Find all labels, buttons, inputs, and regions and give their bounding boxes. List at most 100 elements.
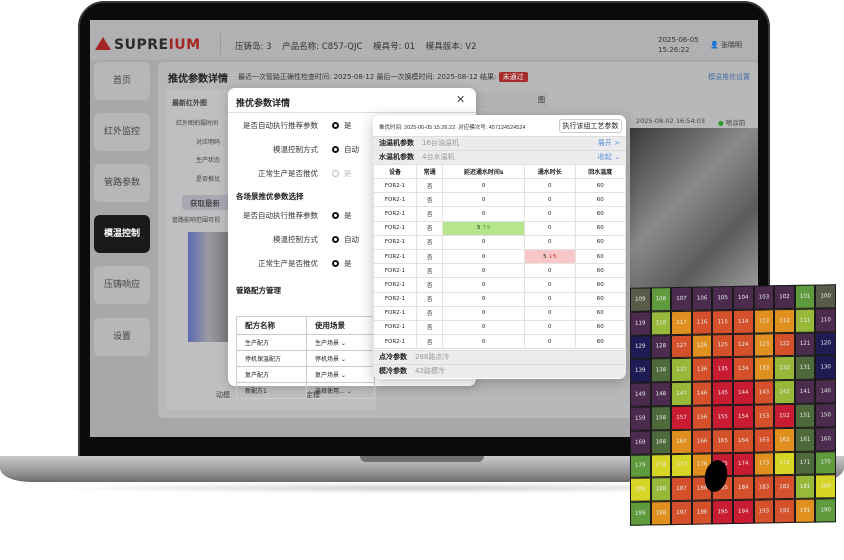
table-cell: 60 [574, 206, 626, 222]
fetch-latest-button[interactable]: 获取最新 [182, 195, 242, 210]
control-mode-radio[interactable]: 自动 [332, 144, 359, 155]
tab-infrared[interactable]: 图 [458, 92, 548, 108]
heatmap-cell: 114 [733, 309, 754, 334]
control-mode-radio[interactable]: 自动 [332, 234, 359, 245]
heatmap-cell: 169 [630, 430, 651, 455]
water-temp-table: 设备 常通 延迟通水时间s 通水时长 回水温度 FOR2-1 否 0 0 60 FOR2-1 否 0 0… [373, 164, 626, 350]
heatmap-cell: 132 [774, 356, 795, 381]
group-label: 油温机参数 [379, 139, 414, 147]
change-indicator: ↑5 [482, 225, 491, 232]
heatmap-cell: 171 [794, 451, 816, 476]
heatmap-cell: 110 [815, 307, 836, 333]
heatmap-cell: 179 [630, 454, 651, 479]
normal-prod-radio[interactable]: 是 [332, 258, 352, 269]
table-row: FOR2-1 否 0 0 60 [373, 192, 626, 208]
close-icon[interactable]: ✕ [456, 93, 466, 106]
expand-link[interactable]: 展开 > [597, 139, 620, 147]
heatmap-cell: 137 [671, 358, 692, 383]
table-cell: 0 [442, 263, 526, 279]
oil-temp-group[interactable]: 油温机参数 16台油温机 展开 > [373, 136, 626, 150]
table-cell: 否 [415, 192, 444, 208]
heatmap-cell: 104 [733, 285, 754, 310]
table-row: FOR2-1 否 0 0 60 [373, 319, 626, 336]
sidebar-item-pipeline[interactable]: 管路参数 [94, 164, 150, 202]
heatmap-cell: 127 [671, 334, 692, 359]
result-label: 结果: [480, 73, 497, 81]
heatmap-cell: 118 [650, 310, 672, 336]
heatmap-cell: 162 [774, 427, 795, 452]
table-row: FOR2-1 否 0 0 60 [373, 291, 626, 307]
heatmap-cell: 177 [671, 453, 692, 478]
heatmap-cell: 140 [815, 379, 836, 404]
sidebar-item-settings[interactable]: 设置 [94, 318, 150, 356]
heatmap-cell: 102 [774, 284, 795, 310]
chevron-down-icon: ⌄ [340, 356, 346, 363]
table-cell: FOR2-1 [373, 277, 417, 293]
collapse-link[interactable]: 收起 ⌄ [597, 153, 620, 161]
table-cell: 60 [574, 334, 626, 350]
heatmap-cell: 115 [712, 309, 733, 334]
table-cell: 60 [574, 263, 626, 279]
heatmap-cell: 113 [753, 309, 775, 334]
heatmap-cell: 124 [733, 333, 754, 358]
user-menu[interactable]: 👤 张晓明 [710, 40, 742, 50]
heatmap-cell: 168 [650, 429, 672, 455]
moving-mold-label: 动模 [216, 391, 230, 399]
radio-icon [332, 122, 339, 129]
app-header: SUPREIUM 压铸岛: 3 产品名称: C857-QJC 模具号: 01 模… [90, 20, 758, 60]
heatmap-cell: 157 [671, 405, 692, 430]
sidebar-item-casting[interactable]: 压铸响应 [94, 266, 150, 304]
table-row: FOR2-1 否 0 5 ↓5 60 [373, 248, 626, 265]
spot-cooling-group[interactable]: 点冷参数 288路点冷 [373, 350, 626, 364]
scene-select[interactable]: 复产场景 ⌄ [306, 366, 375, 383]
water-temp-group[interactable]: 水温机参数 4台水温机 收起 ⌄ [373, 150, 626, 164]
parameter-detail-card: 推优时间: 2025-06-05 15:26:22 对应模次号: 4571245… [373, 115, 626, 379]
table-row: 新配方1 选择使用... ⌄ [236, 382, 375, 399]
scene-select[interactable]: 选择使用... ⌄ [306, 382, 375, 399]
mold-cooling-group[interactable]: 模冷参数 42路模冷 [373, 364, 626, 378]
shot-number: 对应模次号: 457124524524 [458, 125, 526, 131]
execute-button[interactable]: 执行该组工艺参数 [559, 119, 622, 133]
heatmap-cell: 129 [630, 335, 651, 360]
recipe-section-title: 管路配方管理 [236, 286, 281, 295]
scene-select[interactable]: 生产场景 ⌄ [306, 334, 375, 351]
table-cell: FOR2-1 [373, 248, 417, 265]
table-cell: 0 [524, 277, 576, 293]
heatmap-cell: 122 [774, 332, 795, 357]
table-cell: 0 [524, 291, 576, 307]
heatmap-cell: 106 [691, 286, 713, 311]
table-row: FOR2-1 否 0 0 60 [373, 263, 626, 279]
radio-label: 是 [344, 169, 352, 178]
normal-prod-radio[interactable]: 是 [332, 168, 352, 179]
heatmap-cell: 195 [712, 500, 733, 525]
radio-icon [332, 170, 339, 177]
heatmap-cell: 119 [630, 311, 651, 336]
sidebar-item-infrared[interactable]: 红外监控 [94, 113, 150, 151]
row-label: 生产状态 [196, 157, 221, 164]
table-row: FOR2-1 否 0 0 60 [373, 177, 626, 194]
scene-select[interactable]: 停机场景 ⌄ [306, 350, 375, 367]
table-cell: 0 [442, 319, 526, 336]
auto-exec-radio[interactable]: 是 [332, 210, 352, 221]
sidebar-item-mold-temp[interactable]: 模温控制 [94, 215, 150, 253]
heatmap-cell: 139 [630, 358, 651, 383]
radio-label: 自动 [344, 145, 359, 154]
table-cell: 0 [524, 263, 576, 279]
heatmap-cell: 181 [794, 474, 816, 500]
heatmap-cell: 183 [753, 475, 775, 500]
optimize-time: 推优时间: 2025-06-05 15:26:22 [379, 125, 456, 131]
settings-link[interactable]: 模温推优设置 [708, 73, 750, 81]
table-cell: 0 [442, 277, 526, 293]
table-cell: 否 [415, 319, 444, 336]
heatmap-cell: 142 [774, 380, 795, 405]
heatmap-cell: 154 [733, 404, 754, 429]
auto-exec-radio[interactable]: 是 [332, 120, 352, 131]
radio-label: 是 [344, 211, 352, 220]
sidebar-item-home[interactable]: 首页 [94, 62, 150, 100]
table-cell: 0 [524, 234, 576, 250]
heatmap-cell: 121 [794, 332, 816, 357]
select-value: 生产场景 [315, 340, 340, 347]
table-cell: 否 [415, 206, 444, 222]
heatmap-cell: 190 [815, 498, 836, 523]
table-cell: FOR2-1 [373, 234, 417, 250]
